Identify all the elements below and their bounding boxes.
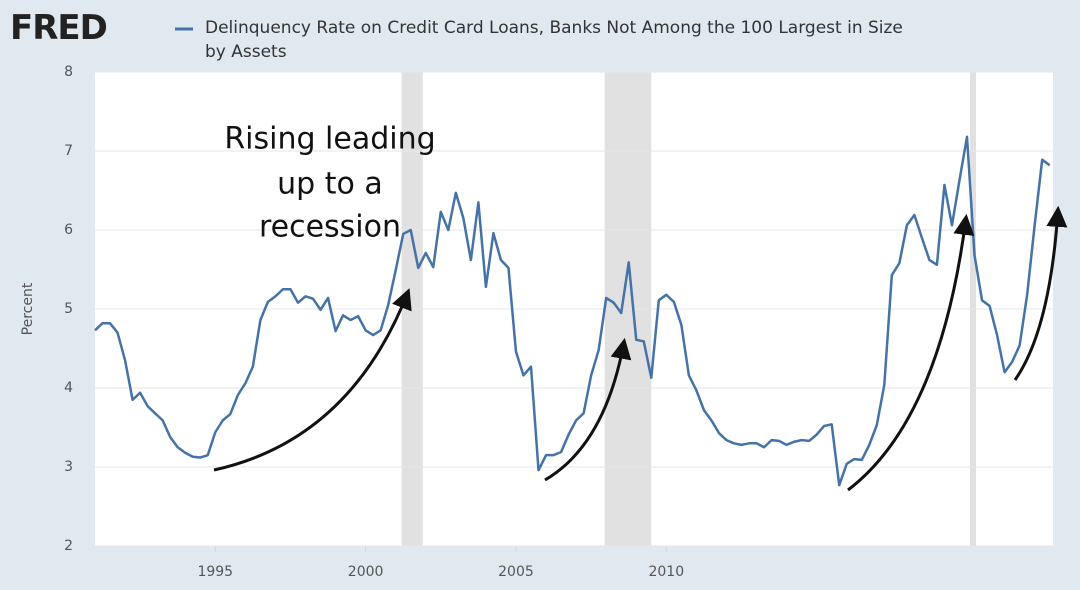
x-tick-label: 1995 — [197, 564, 233, 580]
y-tick-label: 4 — [64, 380, 73, 396]
annotation: Rising leading — [224, 122, 435, 157]
y-axis-label: Percent — [20, 282, 36, 335]
legend-entry: Delinquency Rate on Credit Card Loans, B… — [205, 18, 903, 62]
annotation: recession — [259, 210, 401, 245]
x-tick-label: 2000 — [348, 564, 384, 580]
series-line — [94, 135, 1051, 487]
y-tick-label: 2 — [64, 538, 73, 554]
y-tick-label: 7 — [64, 143, 73, 159]
logo: FRED — [10, 8, 108, 48]
y-tick-label: 8 — [64, 64, 73, 80]
arrow — [544, 337, 632, 482]
y-tick-label: 3 — [64, 459, 73, 475]
arrow — [847, 213, 975, 492]
x-tick-label: 2010 — [648, 564, 684, 580]
annotation: up to a — [277, 167, 383, 202]
arrow — [1013, 205, 1068, 381]
x-tick-label: 2005 — [498, 564, 534, 580]
y-tick-label: 5 — [64, 301, 73, 317]
y-tick-label: 6 — [64, 222, 73, 238]
arrow — [213, 288, 412, 472]
